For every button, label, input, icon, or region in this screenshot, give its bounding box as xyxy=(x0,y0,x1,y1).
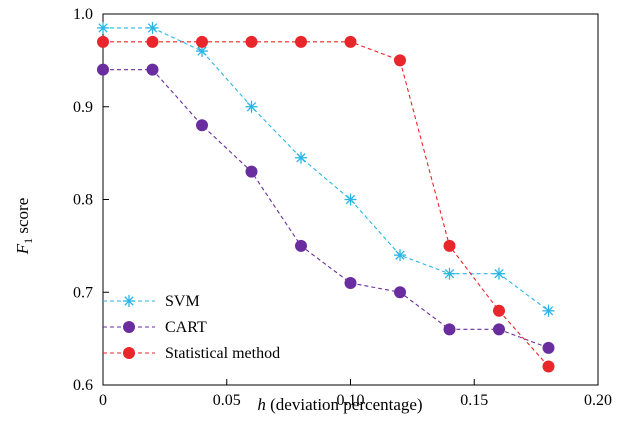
x-axis-variable: h xyxy=(257,395,266,414)
data-point-statistical-method xyxy=(97,35,109,48)
y-axis-variable: F xyxy=(13,243,32,255)
y-axis-label: F1 score xyxy=(13,198,35,256)
data-point-statistical-method xyxy=(245,35,258,48)
legend-label: SVM xyxy=(165,293,200,310)
y-tick-label: 0.9 xyxy=(73,99,93,116)
legend-label: Statistical method xyxy=(165,345,280,362)
x-tick-label: 0.20 xyxy=(584,392,612,409)
legend-item-svm: SVM xyxy=(103,293,200,310)
x-axis-label: h (deviation percentage) xyxy=(257,395,422,414)
data-point-cart xyxy=(443,323,456,336)
x-tick-label: 0 xyxy=(99,392,107,409)
data-point-statistical-method xyxy=(146,35,159,48)
y-axis-label-text: score xyxy=(13,198,32,238)
data-point-cart xyxy=(394,286,406,299)
data-point-svm xyxy=(394,249,406,262)
legend-item-cart: CART xyxy=(103,319,207,336)
y-tick-label: 1.0 xyxy=(73,6,93,23)
series-cart xyxy=(97,63,555,354)
data-point-cart xyxy=(245,165,258,178)
legend-item-statistical-method: Statistical method xyxy=(103,345,280,362)
legend-marker xyxy=(123,295,135,307)
data-point-statistical-method xyxy=(295,35,307,48)
y-tick-label: 0.6 xyxy=(73,377,93,394)
x-axis-label-text: (deviation percentage) xyxy=(266,395,423,414)
series-line-svm xyxy=(103,27,549,312)
y-axis-subscript: 1 xyxy=(21,238,35,244)
data-point-statistical-method xyxy=(542,360,555,373)
series-svm xyxy=(97,21,555,317)
data-point-statistical-method xyxy=(443,239,456,252)
data-point-statistical-method xyxy=(196,35,208,48)
x-tick-label: 0.15 xyxy=(460,392,488,409)
y-axis: 0.6 0.7 0.8 0.9 1.0 xyxy=(73,6,109,394)
series-statistical-method xyxy=(97,35,555,373)
data-point-cart xyxy=(344,276,357,289)
series-line-statistical-method xyxy=(103,41,549,367)
y-tick-label: 0.7 xyxy=(73,284,93,301)
data-point-svm xyxy=(245,100,258,113)
data-point-svm xyxy=(493,267,505,280)
legend: SVM CART Statistical method xyxy=(103,293,280,362)
data-point-svm xyxy=(146,21,159,34)
data-point-statistical-method xyxy=(394,54,406,67)
series-line-cart xyxy=(103,69,549,349)
data-point-svm xyxy=(542,304,555,317)
x-tick-label: 0.05 xyxy=(213,392,241,409)
data-point-svm xyxy=(97,21,109,34)
data-point-cart xyxy=(542,341,555,354)
legend-label: CART xyxy=(165,319,207,336)
legend-marker xyxy=(123,347,135,359)
data-point-statistical-method xyxy=(493,304,505,317)
data-point-cart xyxy=(295,239,307,252)
series-layer xyxy=(97,21,555,373)
x-axis: 0 0.05 0.10 0.15 0.20 xyxy=(99,379,612,409)
data-point-statistical-method xyxy=(344,35,357,48)
data-point-cart xyxy=(196,119,208,132)
data-point-svm xyxy=(443,267,456,280)
data-point-svm xyxy=(344,193,357,206)
data-point-cart xyxy=(493,323,505,336)
data-point-cart xyxy=(97,63,109,76)
y-tick-label: 0.8 xyxy=(73,192,93,209)
legend-marker xyxy=(123,321,135,333)
data-point-svm xyxy=(295,151,307,164)
x-tick-label: 0.10 xyxy=(337,392,365,409)
data-point-cart xyxy=(146,63,159,76)
